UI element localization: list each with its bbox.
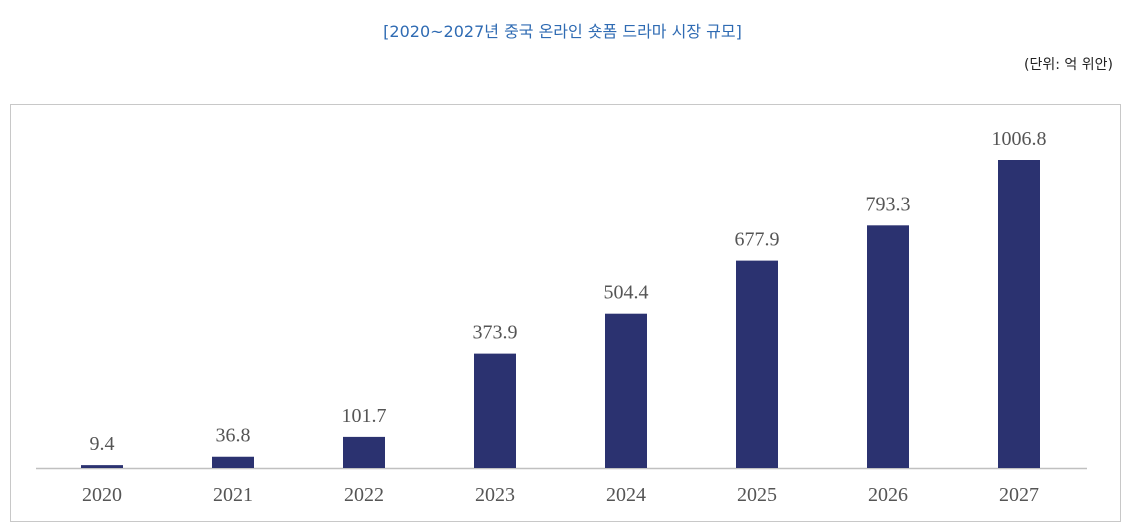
x-tick-2021: 2021 [213,484,253,506]
value-label-2024: 504.4 [604,282,649,304]
bar-2027 [998,160,1040,468]
x-tick-2025: 2025 [737,484,777,506]
chart-frame [10,104,1121,522]
value-label-2027: 1006.8 [992,128,1047,150]
x-tick-2027: 2027 [999,484,1039,506]
value-label-2023: 373.9 [473,322,518,344]
unit-label: (단위: 억 위안) [1024,57,1113,73]
value-label-2026: 793.3 [866,193,911,215]
value-label-2021: 36.8 [216,425,251,447]
x-tick-2020: 2020 [82,484,122,506]
bar-2024 [605,313,647,468]
x-tick-2026: 2026 [868,484,908,506]
value-label-2025: 677.9 [735,229,780,251]
bar-2023 [474,353,516,468]
bar-2022 [343,436,385,468]
chart-title: [2020~2027년 중국 온라인 숏폼 드라마 시장 규모] [383,22,742,41]
x-tick-2024: 2024 [606,484,646,506]
bar-2026 [867,225,909,468]
bar-2025 [736,260,778,468]
value-label-2020: 9.4 [90,433,115,455]
bar-2020 [81,465,123,468]
x-tick-2022: 2022 [344,484,384,506]
bar-2021 [212,456,254,468]
x-tick-2023: 2023 [475,484,515,506]
value-label-2022: 101.7 [342,405,387,427]
